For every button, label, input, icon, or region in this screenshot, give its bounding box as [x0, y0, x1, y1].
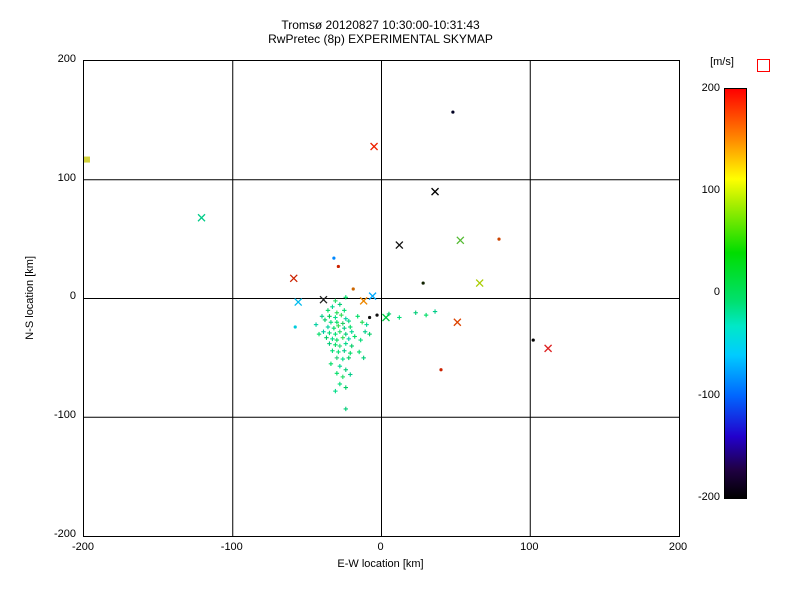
x-tick-label: 200 [668, 541, 688, 553]
y-tick-label: 200 [57, 53, 76, 65]
data-mark-cross [382, 313, 390, 322]
data-mark-dot [421, 281, 425, 285]
x-tick-label: 100 [520, 541, 539, 553]
title-line2: RwPretec (8p) EXPERIMENTAL SKYMAP [268, 32, 493, 46]
colorbar-max-marker [757, 59, 770, 72]
y-tick-label: 0 [69, 290, 76, 302]
data-mark-cross [319, 295, 328, 304]
data-mark-dot [336, 264, 340, 269]
data-mark-dot [375, 313, 379, 317]
colorbar-tick-label: 0 [713, 286, 720, 298]
data-mark-cross [395, 241, 404, 250]
data-mark-cross [289, 274, 298, 283]
x-tick-label: -100 [220, 541, 243, 553]
y-tick-label: -100 [53, 409, 76, 421]
data-mark-dot [368, 315, 372, 320]
data-mark-cross [453, 318, 462, 327]
data-mark-dot [293, 325, 297, 329]
plot-area [83, 60, 680, 537]
data-mark-square [84, 156, 90, 163]
data-mark-cross [456, 236, 465, 245]
data-mark-dot [439, 368, 443, 372]
y-axis-label: N-S location [km] [22, 60, 38, 535]
data-mark-dot [351, 287, 355, 291]
data-mark-cross [359, 296, 368, 305]
colorbar-title: [m/s] [710, 56, 734, 68]
data-mark-cross [294, 298, 303, 307]
data-mark-cross [431, 187, 440, 196]
colorbar-gradient [724, 88, 747, 499]
scatter-canvas [84, 61, 679, 536]
colorbar-tick-label: 200 [701, 82, 720, 94]
colorbar-tick-label: -100 [697, 389, 720, 401]
data-mark-dot [531, 338, 535, 342]
colorbar-tick-label: -200 [697, 491, 720, 503]
data-mark-dot [332, 256, 336, 260]
x-tick-label: -200 [71, 541, 95, 553]
y-tick-label: -200 [53, 528, 76, 540]
data-mark-dot [451, 110, 455, 114]
data-mark-dot [497, 237, 501, 241]
data-mark-cross [475, 279, 484, 288]
data-mark-cross [197, 213, 206, 222]
data-mark-cross [544, 344, 553, 353]
figure-title: Tromsø 20120827 10:30:00-10:31:43 RwPret… [83, 18, 678, 46]
x-tick-label: 0 [377, 541, 384, 553]
x-axis-label: E-W location [km] [337, 558, 424, 570]
title-line1: Tromsø 20120827 10:30:00-10:31:43 [281, 18, 480, 32]
data-mark-cross [368, 292, 377, 301]
y-tick-label: 100 [57, 172, 76, 184]
y-axis-label-text: N-S location [km] [24, 255, 36, 340]
data-mark-cross [370, 142, 379, 151]
colorbar-tick-label: 100 [701, 184, 720, 196]
